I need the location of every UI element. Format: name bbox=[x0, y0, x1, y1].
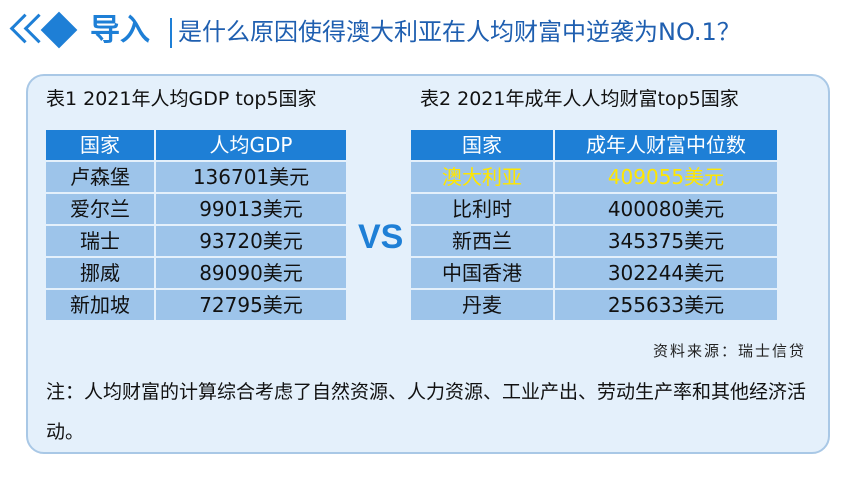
value-cell: 89090美元 bbox=[156, 258, 346, 288]
wealth-table: 国家 成年人财富中位数 澳大利亚 409055美元 比利时 400080美元 新… bbox=[409, 128, 779, 322]
value-cell: 345375美元 bbox=[555, 226, 777, 256]
section-label: 导入 bbox=[90, 13, 150, 48]
value-cell: 72795美元 bbox=[156, 290, 346, 320]
table-row: 中国香港 302244美元 bbox=[411, 258, 777, 288]
table-row: 爱尔兰 99013美元 bbox=[46, 194, 346, 224]
country-cell: 澳大利亚 bbox=[411, 162, 553, 192]
footnote: 注：人均财富的计算综合考虑了自然资源、人力资源、工业产出、劳动生产率和其他经济活… bbox=[46, 381, 807, 443]
table-header-row: 国家 人均GDP bbox=[46, 130, 346, 160]
value-cell: 409055美元 bbox=[555, 162, 777, 192]
table-row: 瑞士 93720美元 bbox=[46, 226, 346, 256]
table2-caption: 表2 2021年成年人人均财富top5国家 bbox=[420, 88, 739, 110]
header: 导入 是什么原因使得澳大利亚在人均财富中逆袭为NO.1？ bbox=[0, 0, 860, 64]
value-cell: 99013美元 bbox=[156, 194, 346, 224]
table-row: 挪威 89090美元 bbox=[46, 258, 346, 288]
page-title: 是什么原因使得澳大利亚在人均财富中逆袭为NO.1？ bbox=[178, 18, 741, 46]
table-header-row: 国家 成年人财富中位数 bbox=[411, 130, 777, 160]
column-header: 国家 bbox=[411, 130, 553, 160]
country-cell: 丹麦 bbox=[411, 290, 553, 320]
gdp-table: 国家 人均GDP 卢森堡 136701美元 爱尔兰 99013美元 瑞士 937… bbox=[44, 128, 348, 322]
country-cell: 新加坡 bbox=[46, 290, 154, 320]
value-cell: 93720美元 bbox=[156, 226, 346, 256]
value-cell: 302244美元 bbox=[555, 258, 777, 288]
value-cell: 136701美元 bbox=[156, 162, 346, 192]
table-row: 丹麦 255633美元 bbox=[411, 290, 777, 320]
country-cell: 新西兰 bbox=[411, 226, 553, 256]
vs-label: VS bbox=[358, 218, 404, 256]
country-cell: 挪威 bbox=[46, 258, 154, 288]
source-note: 资料来源：瑞士信贷 bbox=[652, 342, 806, 360]
column-header: 成年人财富中位数 bbox=[555, 130, 777, 160]
value-cell: 255633美元 bbox=[555, 290, 777, 320]
table-row-highlighted: 澳大利亚 409055美元 bbox=[411, 162, 777, 192]
country-cell: 卢森堡 bbox=[46, 162, 154, 192]
column-header: 国家 bbox=[46, 130, 154, 160]
country-cell: 爱尔兰 bbox=[46, 194, 154, 224]
table-row: 新加坡 72795美元 bbox=[46, 290, 346, 320]
country-cell: 比利时 bbox=[411, 194, 553, 224]
diamond-icon bbox=[40, 11, 78, 49]
table-row: 卢森堡 136701美元 bbox=[46, 162, 346, 192]
value-cell: 400080美元 bbox=[555, 194, 777, 224]
country-cell: 中国香港 bbox=[411, 258, 553, 288]
table-row: 比利时 400080美元 bbox=[411, 194, 777, 224]
content-panel: 表1 2021年人均GDP top5国家 表2 2021年成年人人均财富top5… bbox=[26, 74, 830, 454]
country-cell: 瑞士 bbox=[46, 226, 154, 256]
column-header: 人均GDP bbox=[156, 130, 346, 160]
divider bbox=[170, 18, 172, 48]
table1-caption: 表1 2021年人均GDP top5国家 bbox=[46, 88, 317, 110]
table-row: 新西兰 345375美元 bbox=[411, 226, 777, 256]
